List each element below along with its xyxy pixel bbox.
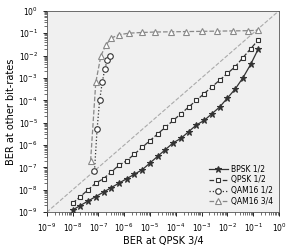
BPSK 1/2 — [110, 186, 113, 189]
QPSK 1/2 — [79, 195, 82, 198]
QAM16 3/4 — [231, 29, 234, 33]
X-axis label: BER at QPSK 3/4: BER at QPSK 3/4 — [123, 236, 203, 246]
QAM16 3/4 — [169, 30, 172, 33]
QAM16 3/4 — [104, 43, 108, 46]
QAM16 3/4 — [257, 29, 260, 32]
QAM16 1/2 — [103, 68, 107, 71]
QPSK 1/2 — [117, 164, 121, 167]
QAM16 3/4 — [246, 29, 250, 32]
QPSK 1/2 — [187, 106, 190, 109]
Line: QAM16 3/4: QAM16 3/4 — [88, 27, 261, 164]
QAM16 3/4 — [128, 32, 131, 35]
BPSK 1/2 — [226, 97, 229, 100]
Line: QAM16 1/2: QAM16 1/2 — [92, 53, 113, 174]
QPSK 1/2 — [133, 152, 136, 155]
QAM16 3/4 — [200, 30, 203, 33]
QAM16 3/4 — [215, 30, 219, 33]
BPSK 1/2 — [79, 204, 82, 207]
QAM16 1/2 — [106, 58, 109, 61]
QPSK 1/2 — [179, 112, 183, 115]
BPSK 1/2 — [148, 162, 152, 165]
Line: BPSK 1/2: BPSK 1/2 — [69, 45, 262, 213]
BPSK 1/2 — [171, 141, 175, 144]
QPSK 1/2 — [102, 177, 105, 180]
BPSK 1/2 — [257, 47, 260, 50]
QAM16 1/2 — [95, 128, 99, 131]
BPSK 1/2 — [187, 130, 190, 133]
BPSK 1/2 — [102, 191, 105, 194]
QAM16 1/2 — [98, 99, 101, 102]
QPSK 1/2 — [226, 72, 229, 75]
QAM16 3/4 — [89, 159, 92, 162]
BPSK 1/2 — [86, 200, 90, 203]
QAM16 3/4 — [153, 30, 157, 34]
QPSK 1/2 — [257, 38, 260, 41]
BPSK 1/2 — [233, 88, 237, 91]
BPSK 1/2 — [156, 155, 159, 158]
QAM16 1/2 — [100, 81, 104, 84]
QPSK 1/2 — [110, 170, 113, 173]
QPSK 1/2 — [210, 85, 214, 88]
QAM16 1/2 — [93, 169, 96, 172]
QPSK 1/2 — [71, 202, 74, 205]
QPSK 1/2 — [164, 126, 167, 129]
QPSK 1/2 — [171, 119, 175, 122]
BPSK 1/2 — [218, 106, 221, 109]
QPSK 1/2 — [195, 99, 198, 102]
BPSK 1/2 — [164, 148, 167, 151]
QPSK 1/2 — [156, 132, 159, 135]
BPSK 1/2 — [210, 112, 214, 115]
BPSK 1/2 — [71, 208, 74, 211]
Legend: BPSK 1/2, QPSK 1/2, QAM16 1/2, QAM16 3/4: BPSK 1/2, QPSK 1/2, QAM16 1/2, QAM16 3/4 — [206, 162, 275, 208]
BPSK 1/2 — [94, 195, 98, 198]
QPSK 1/2 — [94, 182, 98, 185]
BPSK 1/2 — [195, 123, 198, 127]
QPSK 1/2 — [218, 79, 221, 82]
QPSK 1/2 — [241, 56, 245, 59]
BPSK 1/2 — [117, 182, 121, 185]
BPSK 1/2 — [140, 168, 144, 171]
BPSK 1/2 — [241, 76, 245, 79]
BPSK 1/2 — [202, 119, 206, 122]
QPSK 1/2 — [148, 139, 152, 142]
BPSK 1/2 — [133, 173, 136, 176]
QPSK 1/2 — [202, 92, 206, 95]
QAM16 3/4 — [99, 54, 103, 57]
Line: QPSK 1/2: QPSK 1/2 — [70, 38, 261, 206]
QAM16 3/4 — [117, 33, 121, 36]
QAM16 1/2 — [108, 54, 112, 57]
Y-axis label: BER at other bit-rates: BER at other bit-rates — [6, 58, 15, 165]
QPSK 1/2 — [86, 188, 90, 191]
QPSK 1/2 — [249, 47, 252, 50]
QPSK 1/2 — [140, 146, 144, 149]
QAM16 3/4 — [110, 37, 113, 40]
QAM16 3/4 — [94, 81, 98, 84]
BPSK 1/2 — [179, 137, 183, 140]
QAM16 3/4 — [140, 31, 144, 34]
QPSK 1/2 — [125, 159, 128, 162]
BPSK 1/2 — [249, 63, 252, 66]
QAM16 3/4 — [184, 30, 188, 33]
QPSK 1/2 — [233, 65, 237, 68]
BPSK 1/2 — [125, 177, 128, 180]
